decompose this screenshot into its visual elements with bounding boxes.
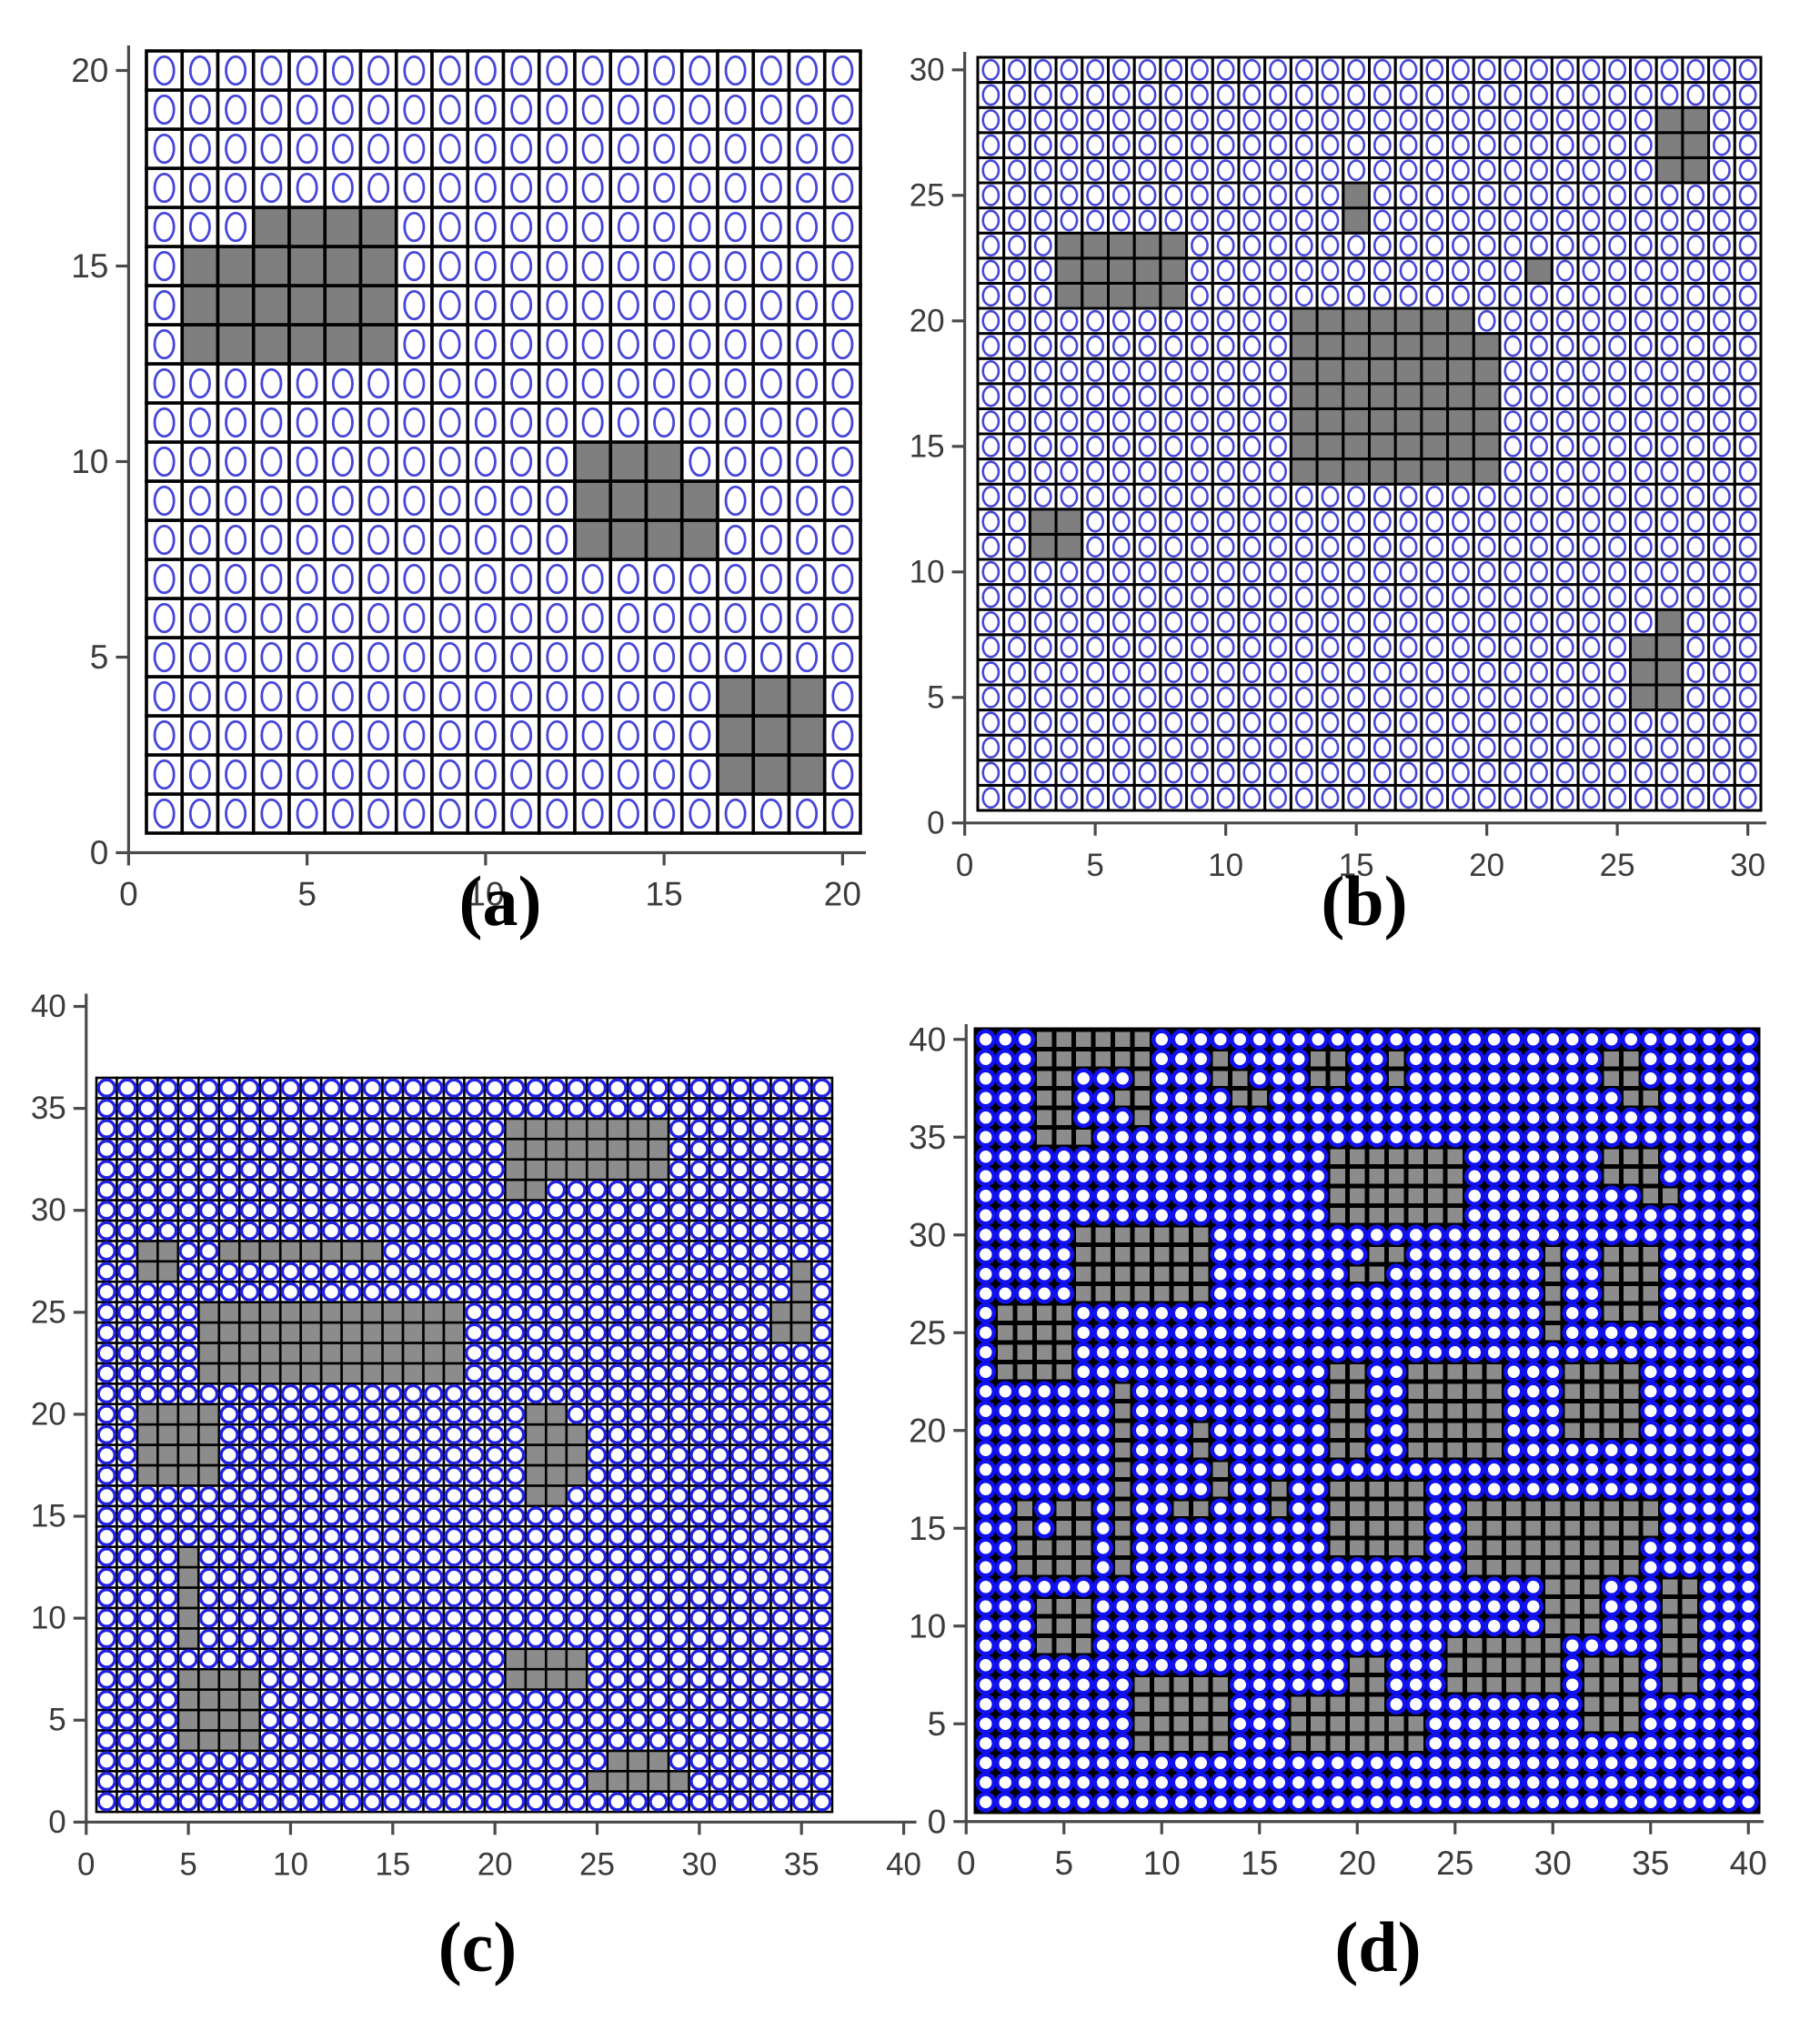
panel-a-tick-labels: 0 5 10 15 20 0 5 10 15 20 bbox=[71, 52, 861, 913]
svg-text:15: 15 bbox=[375, 1846, 410, 1882]
svg-text:5: 5 bbox=[927, 679, 944, 715]
svg-text:10: 10 bbox=[71, 443, 108, 480]
caption-panel-c: (c) bbox=[437, 1907, 518, 1986]
svg-text:5: 5 bbox=[90, 638, 109, 676]
svg-text:10: 10 bbox=[467, 876, 504, 913]
svg-text:20: 20 bbox=[910, 303, 945, 338]
svg-text:20: 20 bbox=[824, 876, 861, 913]
svg-text:5: 5 bbox=[179, 1846, 196, 1882]
svg-text:40: 40 bbox=[31, 989, 66, 1024]
svg-text:10: 10 bbox=[910, 554, 945, 589]
svg-text:5: 5 bbox=[297, 876, 317, 913]
svg-text:30: 30 bbox=[681, 1846, 717, 1882]
svg-text:0: 0 bbox=[77, 1846, 95, 1882]
panel-b-free-cell-markers bbox=[981, 58, 1757, 809]
svg-text:0: 0 bbox=[927, 805, 944, 840]
svg-text:15: 15 bbox=[71, 247, 108, 285]
panel-c-tick-labels: 0 5 10 15 20 25 30 35 40 0 5 10 15 20 25 30 35 40 bbox=[31, 989, 921, 1882]
caption-panel-a: (a) bbox=[458, 861, 542, 940]
svg-text:25: 25 bbox=[910, 177, 945, 213]
svg-text:35: 35 bbox=[31, 1091, 66, 1126]
panel-c-axes bbox=[73, 993, 917, 1835]
svg-text:30: 30 bbox=[31, 1192, 66, 1228]
panel-d-grid-cells bbox=[973, 1027, 1761, 1815]
svg-text:15: 15 bbox=[31, 1499, 66, 1534]
panel-a-free-cell-markers bbox=[153, 55, 854, 830]
panel-c-free-cell-markers bbox=[96, 1078, 832, 1812]
svg-text:15: 15 bbox=[910, 428, 945, 464]
svg-text:35: 35 bbox=[784, 1846, 820, 1882]
svg-text:10: 10 bbox=[31, 1601, 66, 1636]
svg-text:30: 30 bbox=[1730, 848, 1765, 883]
panel-a-axes bbox=[116, 45, 866, 866]
caption-panel-b: (b) bbox=[1321, 861, 1408, 940]
panel-d-free-cell-markers bbox=[975, 1029, 1759, 1813]
svg-text:10: 10 bbox=[1208, 848, 1243, 883]
svg-text:0: 0 bbox=[956, 848, 973, 883]
caption-panel-d: (d) bbox=[1334, 1907, 1422, 1986]
panel-c-plot: 0 5 10 15 20 25 30 35 40 0 5 10 15 20 25 30 35 40 bbox=[31, 989, 921, 1882]
svg-text:30: 30 bbox=[910, 52, 945, 87]
svg-text:20: 20 bbox=[71, 52, 108, 89]
svg-text:25: 25 bbox=[1600, 848, 1635, 883]
svg-text:5: 5 bbox=[48, 1703, 65, 1738]
svg-text:0: 0 bbox=[119, 876, 138, 913]
svg-text:0: 0 bbox=[48, 1805, 65, 1840]
panel-d-axes bbox=[953, 1024, 1764, 1835]
svg-text:15: 15 bbox=[646, 876, 683, 913]
panel-a-grid-cells bbox=[145, 49, 862, 835]
svg-text:15: 15 bbox=[1339, 848, 1374, 883]
svg-text:25: 25 bbox=[579, 1846, 615, 1882]
panel-a-plot: 0 5 10 15 20 0 5 10 15 20 bbox=[71, 45, 866, 913]
svg-text:25: 25 bbox=[31, 1294, 66, 1330]
svg-text:10: 10 bbox=[273, 1846, 308, 1882]
panel-b-axes bbox=[951, 52, 1766, 836]
panel-b-tick-labels: 0 5 10 15 20 25 30 0 5 10 15 20 25 30 bbox=[910, 52, 1765, 883]
svg-text:0: 0 bbox=[90, 834, 109, 871]
svg-text:5: 5 bbox=[1086, 848, 1103, 883]
svg-text:20: 20 bbox=[1469, 848, 1504, 883]
panel-b-plot: 0 5 10 15 20 25 30 0 5 10 15 20 25 30 bbox=[910, 52, 1766, 883]
svg-text:20: 20 bbox=[478, 1846, 513, 1882]
svg-text:40: 40 bbox=[886, 1846, 921, 1882]
svg-text:20: 20 bbox=[31, 1396, 66, 1432]
